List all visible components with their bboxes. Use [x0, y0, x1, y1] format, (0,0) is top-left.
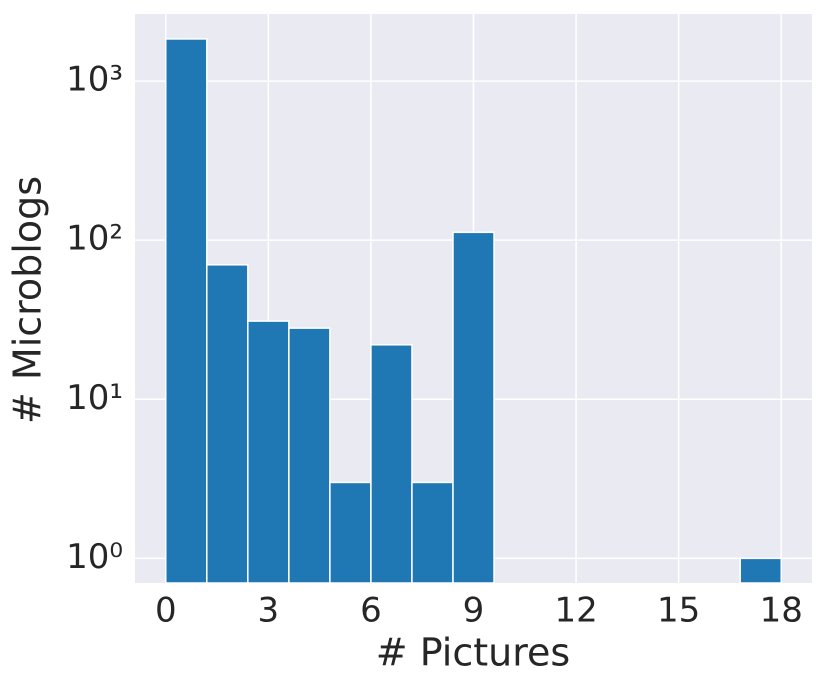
x-tick-label: 15	[657, 591, 700, 631]
bar	[247, 320, 290, 584]
bar	[206, 264, 249, 584]
y-axis-label: # Microblogs	[6, 176, 50, 424]
x-tick-label: 12	[554, 591, 597, 631]
x-tick-label: 9	[463, 591, 485, 631]
y-tick-label: 10²	[66, 219, 123, 259]
bar	[739, 557, 782, 584]
x-tick-label: 18	[760, 591, 803, 631]
x-tick-label: 0	[155, 591, 177, 631]
bar	[329, 481, 372, 584]
y-tick-label: 10¹	[66, 378, 123, 418]
x-tick-label: 3	[258, 591, 280, 631]
y-tick-label: 10⁰	[66, 537, 123, 577]
x-axis-label: # Pictures	[376, 631, 570, 675]
bar	[452, 231, 495, 584]
bar	[288, 327, 331, 584]
y-tick-label: 10³	[66, 60, 123, 100]
bars	[165, 38, 782, 584]
bar	[370, 344, 413, 584]
x-tick-label: 6	[360, 591, 382, 631]
bar	[411, 481, 454, 584]
bar	[165, 38, 208, 584]
